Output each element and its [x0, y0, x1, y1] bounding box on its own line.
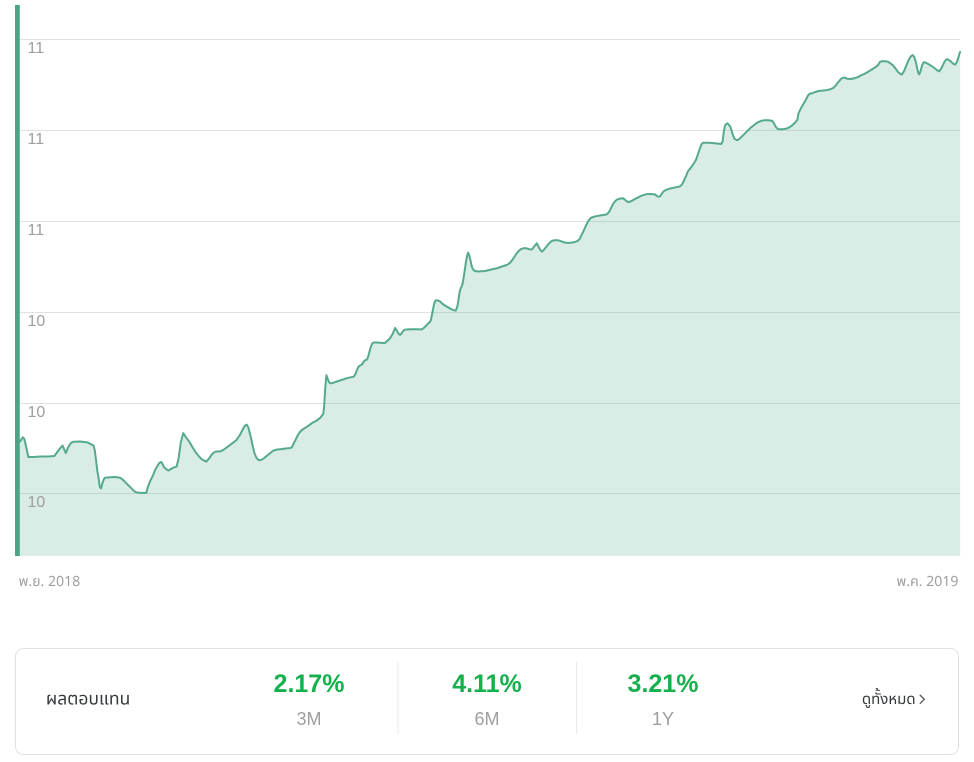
svg-text:1Y: 1Y	[652, 709, 674, 729]
svg-text:4.11%: 4.11%	[452, 670, 522, 698]
svg-text:10: 10	[28, 313, 46, 330]
svg-text:6M: 6M	[474, 709, 499, 729]
svg-text:11: 11	[28, 131, 45, 148]
svg-text:2.17%: 2.17%	[274, 670, 345, 698]
svg-text:3.21%: 3.21%	[628, 670, 699, 698]
svg-text:3M: 3M	[296, 709, 321, 729]
svg-text:11: 11	[28, 222, 45, 239]
svg-text:10: 10	[28, 494, 46, 511]
svg-text:10: 10	[28, 404, 46, 421]
svg-text:11: 11	[28, 40, 45, 57]
